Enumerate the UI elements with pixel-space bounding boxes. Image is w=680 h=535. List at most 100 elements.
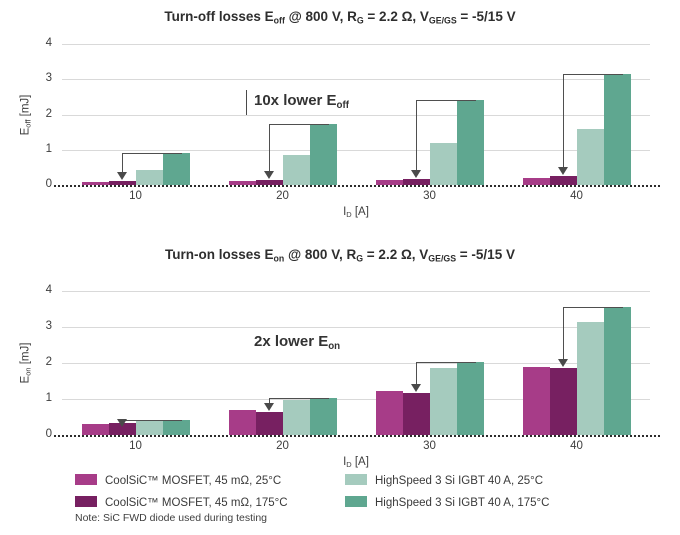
legend-label: HighSpeed 3 Si IGBT 40 A, 175°C <box>375 497 550 509</box>
reduction-arrow-line <box>416 362 417 386</box>
bar-30A-series0 <box>375 391 403 435</box>
reduction-arrow-head <box>558 359 568 368</box>
reduction-arrow-head <box>411 170 421 178</box>
gridline-y2 <box>62 114 650 116</box>
y-tick-label: 0 <box>45 428 52 440</box>
y-tick-label: 1 <box>45 142 52 155</box>
bar-30A-series2 <box>429 142 457 185</box>
gridline-y3 <box>62 327 650 328</box>
y-tick-label: 0 <box>45 178 52 190</box>
legend-column-right: HighSpeed 3 Si IGBT 40 A, 25°C HighSpeed… <box>345 470 549 514</box>
bar-20A-series3 <box>309 398 337 435</box>
gridline-y1 <box>62 399 650 400</box>
gridline-y3 <box>62 79 650 81</box>
x-tick-label: 10 <box>129 190 142 202</box>
y-tick-label: 2 <box>45 107 52 120</box>
bar-20A-series2 <box>282 400 310 435</box>
reduction-arrow-line <box>269 124 270 174</box>
zero-baseline <box>54 185 660 187</box>
x-axis-label: ID [A] <box>343 456 369 470</box>
y-tick-label: 3 <box>45 72 52 85</box>
legend-swatch-mosfet-25c <box>75 474 97 485</box>
reduction-arrow-line <box>416 99 417 172</box>
legend-column-left: CoolSiC™ MOSFET, 45 mΩ, 25°C CoolSiC™ MO… <box>75 470 288 514</box>
x-tick-label: 40 <box>570 190 583 202</box>
bar-30A-series3 <box>456 99 484 185</box>
bar-10A-series0 <box>81 182 109 185</box>
legend-item-mosfet-25c: CoolSiC™ MOSFET, 45 mΩ, 25°C <box>75 470 288 492</box>
bar-30A-series1 <box>402 392 430 435</box>
bar-40A-series0 <box>522 366 550 435</box>
reduction-arrow-line <box>269 398 270 405</box>
legend-swatch-mosfet-175c <box>75 496 97 507</box>
legend-swatch-igbt-175c <box>345 496 367 507</box>
chart-title-text: Turn-on losses Eon @ 800 V, RG = 2.2 Ω, … <box>165 247 515 264</box>
bar-30A-series2 <box>429 367 457 435</box>
bar-10A-series3 <box>162 153 190 185</box>
bar-30A-series0 <box>375 180 403 185</box>
bar-20A-series2 <box>282 155 310 185</box>
bar-40A-series3 <box>603 73 631 185</box>
reduction-arrow-cap <box>269 124 329 126</box>
bar-30A-series3 <box>456 362 484 435</box>
y-axis-label: Eoff [mJ] <box>19 94 33 135</box>
bar-40A-series1 <box>549 176 577 185</box>
reduction-arrow-head <box>117 418 127 427</box>
turn-on-chart-plot-area: 0 1 2 3 4 10 20 30 40 ID [A] Eon [mJ] 2x lower Eon <box>19 284 660 469</box>
reduction-annotation: 2x lower Eon <box>254 333 341 352</box>
bar-20A-series1 <box>255 411 283 435</box>
gridline-y4 <box>62 291 650 292</box>
bar-40A-series2 <box>576 128 604 185</box>
x-tick-label: 30 <box>423 440 436 452</box>
bar-10A-series2 <box>135 420 163 435</box>
gridline-y1 <box>62 149 650 151</box>
y-tick-label: 3 <box>45 320 52 332</box>
reduction-arrow-cap <box>122 153 182 155</box>
legend-item-mosfet-175c: CoolSiC™ MOSFET, 45 mΩ, 175°C <box>75 492 288 514</box>
x-tick-label: 10 <box>129 440 142 452</box>
gridline-y2 <box>62 363 650 364</box>
reduction-arrow-line <box>122 153 123 175</box>
chart-title-text: Turn-off losses Eoff @ 800 V, RG = 2.2 Ω… <box>164 9 516 26</box>
bar-10A-series2 <box>135 169 163 185</box>
reduction-arrow-cap <box>122 419 182 421</box>
legend-label: CoolSiC™ MOSFET, 45 mΩ, 175°C <box>105 497 288 509</box>
bar-40A-series1 <box>549 368 577 435</box>
reduction-annotation: 10x lower Eoff <box>246 90 349 115</box>
reduction-arrow-cap <box>563 307 623 309</box>
y-tick-label: 2 <box>45 356 52 368</box>
gridline-y4 <box>62 44 650 45</box>
reduction-arrow-head <box>411 383 421 392</box>
legend-label: HighSpeed 3 Si IGBT 40 A, 25°C <box>375 475 544 487</box>
y-tick-label: 4 <box>45 284 52 296</box>
y-tick-label: 1 <box>45 392 52 404</box>
reduction-arrow-head <box>117 172 127 181</box>
reduction-arrow-head <box>558 167 568 176</box>
bar-10A-series0 <box>81 424 109 435</box>
turn-off-chart-plot-area: 0 1 2 3 4 10 20 30 40 ID [A] Eoff [mJ] 10x lower Eo… <box>19 37 660 219</box>
y-axis-label: Eon [mJ] <box>19 342 33 384</box>
x-axis-label: ID [A] <box>343 206 369 220</box>
reduction-arrow-line <box>563 73 564 170</box>
reduction-arrow-cap <box>269 398 329 400</box>
legend-item-igbt-175c: HighSpeed 3 Si IGBT 40 A, 175°C <box>345 492 549 514</box>
footnote: Note: SiC FWD diode used during testing <box>75 512 268 524</box>
bar-20A-series1 <box>255 180 283 185</box>
reduction-arrow-cap <box>416 99 476 101</box>
legend-swatch-igbt-25c <box>345 474 367 485</box>
bar-20A-series3 <box>309 124 337 185</box>
bar-10A-series3 <box>162 419 190 435</box>
legend-label: CoolSiC™ MOSFET, 45 mΩ, 25°C <box>105 475 282 487</box>
reduction-arrow-cap <box>416 362 476 364</box>
bar-10A-series1 <box>108 423 136 435</box>
bar-20A-series0 <box>228 181 256 185</box>
bar-10A-series1 <box>108 181 136 185</box>
legend-item-igbt-25c: HighSpeed 3 Si IGBT 40 A, 25°C <box>345 470 549 492</box>
reduction-arrow-cap <box>563 73 623 75</box>
bar-30A-series1 <box>402 179 430 185</box>
reduction-arrow-line <box>563 307 564 362</box>
reduction-arrow-head <box>264 402 274 411</box>
y-tick-label: 4 <box>45 37 52 49</box>
bar-40A-series2 <box>576 321 604 435</box>
